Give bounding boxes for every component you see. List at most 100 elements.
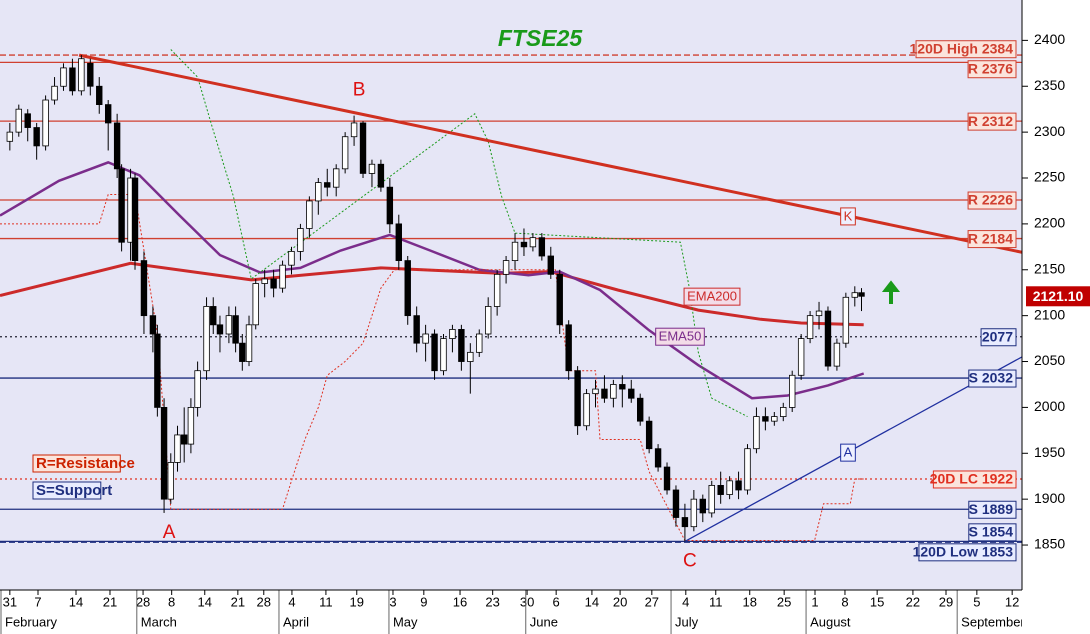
trendline	[78, 53, 1022, 254]
level-label: 20D LC 1922	[930, 471, 1013, 487]
candle-body	[645, 420, 653, 450]
x-tick-label: 3	[389, 594, 396, 609]
level-label: R 2226	[968, 192, 1013, 208]
x-tick-label: 11	[319, 594, 333, 609]
level-label-box	[918, 543, 1017, 562]
candle-body	[511, 241, 519, 261]
month-label: July	[675, 614, 699, 629]
up-arrow	[881, 280, 901, 304]
candle-body	[529, 237, 537, 248]
y-tick-label: 2300	[1034, 123, 1065, 139]
candle-body	[502, 260, 510, 275]
candle-body	[288, 251, 295, 266]
point-annotation: C	[683, 550, 697, 571]
candle-body	[118, 168, 125, 243]
candle-body	[753, 416, 760, 450]
candle-body	[252, 283, 259, 326]
candle-body	[780, 407, 787, 417]
level-label-box	[967, 60, 1017, 79]
trendline-label-box	[840, 207, 856, 226]
chart-title: FTSE25	[498, 25, 584, 51]
candle-body	[467, 351, 474, 362]
candle-body	[520, 241, 528, 248]
level-label: R 2184	[968, 230, 1013, 246]
x-tick-label: 22	[906, 594, 920, 609]
y-tick-label: 2100	[1034, 306, 1065, 322]
level-label: 2077	[982, 328, 1013, 344]
x-tick-label: 28	[136, 594, 150, 609]
candle-body	[797, 338, 805, 376]
y-tick-label: 2250	[1034, 169, 1065, 185]
x-tick-label: 31	[3, 594, 17, 609]
legend-note: R=Resistance	[36, 455, 135, 472]
candle-body	[377, 163, 385, 188]
candle-body	[315, 182, 322, 202]
candle-body	[51, 85, 58, 101]
candle-body	[154, 333, 161, 408]
x-tick-label: 23	[485, 594, 499, 609]
y-tick-label: 2200	[1034, 215, 1065, 231]
level-label-box	[980, 328, 1017, 347]
candle-body	[239, 342, 246, 362]
level-label-box	[967, 191, 1017, 210]
x-tick-label: 25	[777, 594, 791, 609]
candle-body	[270, 278, 277, 289]
candle-body	[404, 260, 411, 317]
candle-body	[324, 182, 331, 188]
x-tick-label: 21	[231, 594, 245, 609]
candle-body	[413, 315, 420, 344]
level-label: S 1889	[969, 501, 1014, 517]
channel-line	[0, 194, 864, 541]
trendline-label: A	[844, 445, 853, 460]
level-label: R 2312	[968, 113, 1013, 129]
level-label: S 2032	[969, 370, 1014, 386]
candle-body	[690, 498, 698, 528]
x-tick-label: 14	[585, 594, 599, 609]
candle-body	[619, 384, 626, 390]
y-tick-label: 2400	[1034, 31, 1065, 47]
candle-body	[297, 228, 304, 252]
candle-body	[815, 310, 823, 317]
y-tick-label: 2000	[1034, 398, 1065, 414]
x-tick-label: 20	[613, 594, 627, 609]
candle-body	[216, 324, 224, 335]
x-tick-label: 12	[1005, 594, 1019, 609]
candle-body	[149, 315, 157, 335]
candle-body	[104, 104, 112, 124]
candle-body	[672, 489, 680, 518]
y-tick-label: 2050	[1034, 352, 1065, 368]
month-label: June	[530, 614, 558, 629]
candle-body	[42, 99, 49, 147]
candle-body	[663, 466, 671, 491]
legend-note-box	[32, 481, 102, 500]
candle-body	[726, 480, 733, 495]
level-label-box	[967, 112, 1017, 131]
x-tick-label: 8	[841, 594, 848, 609]
month-label: May	[393, 614, 418, 629]
candle-body	[203, 306, 210, 372]
y-tick-label: 1900	[1034, 490, 1065, 506]
level-label-box	[968, 500, 1017, 519]
candle-body	[6, 131, 14, 142]
level-label: R 2376	[968, 60, 1013, 76]
candle-body	[592, 388, 599, 395]
candle-body	[628, 388, 635, 399]
level-label-box	[968, 523, 1017, 542]
last-price-box	[1026, 286, 1090, 307]
x-tick-label: 18	[743, 594, 757, 609]
candle-body	[33, 127, 40, 147]
x-tick-label: 4	[288, 594, 295, 609]
channel-line	[170, 49, 748, 418]
trendline-label-box	[840, 443, 856, 462]
candle-body	[15, 108, 22, 133]
candle-body	[717, 484, 724, 495]
x-tick-label: 28	[257, 594, 271, 609]
y-tick-label: 1950	[1034, 444, 1065, 460]
x-tick-label: 7	[34, 594, 41, 609]
series-label-box	[683, 287, 741, 306]
candle-body	[806, 315, 814, 339]
candle-body	[476, 333, 483, 353]
candle-body	[341, 136, 349, 170]
